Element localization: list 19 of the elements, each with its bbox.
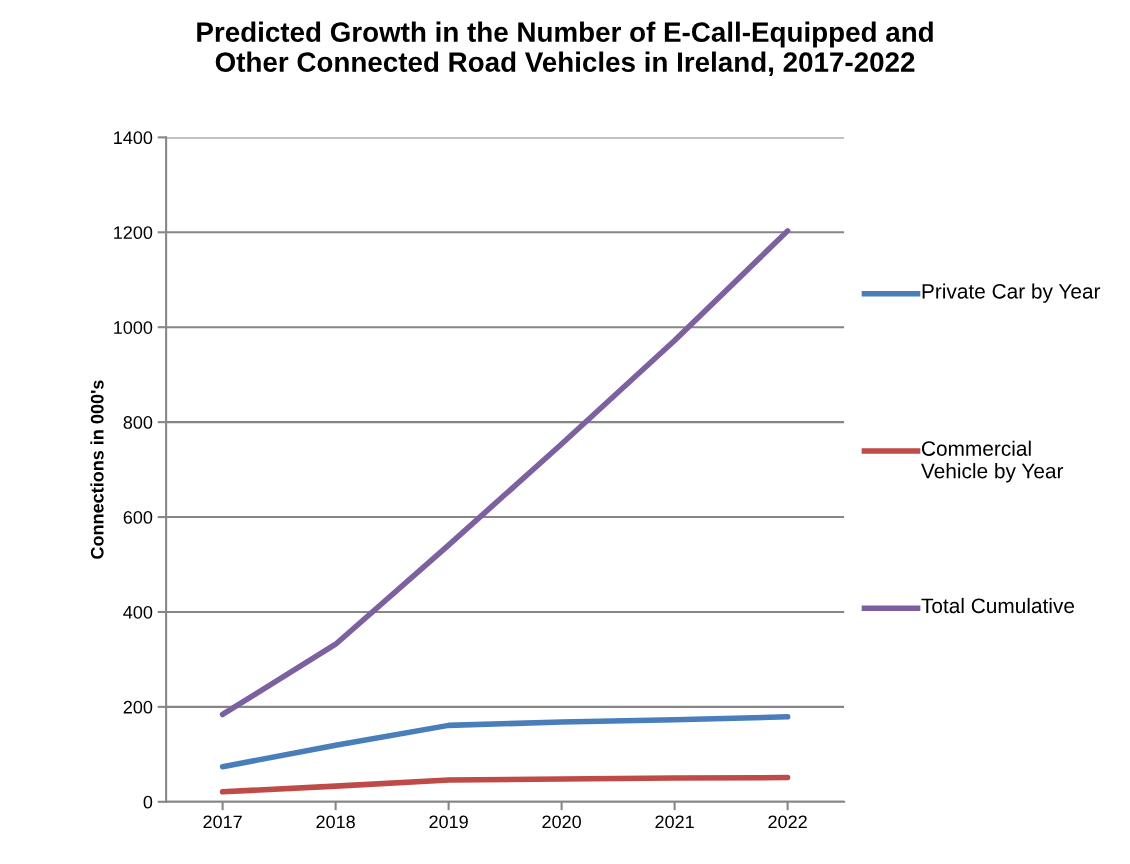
- y-tick-label: 0: [143, 795, 153, 809]
- y-tick-label: 400: [123, 605, 153, 619]
- x-tick-label: 2018: [316, 815, 355, 829]
- legend-label: Private Car by Year: [922, 283, 1101, 303]
- y-axis-title: Connections in 000's: [90, 380, 104, 559]
- x-tick-label: 2021: [655, 815, 694, 829]
- chart-title: Predicted Growth in the Number of E-Call-Equipped and Other Connected Road Vehicles in Ireland, 2017-2022: [197, 21, 933, 76]
- y-tick-label: 1000: [114, 321, 153, 334]
- x-tick-label: 2019: [429, 815, 468, 829]
- y-tick-label: 800: [123, 416, 153, 429]
- legend-label: Commercial Vehicle by Year: [921, 440, 1064, 483]
- y-tick-label: 1400: [114, 131, 153, 145]
- y-tick-label: 200: [123, 700, 153, 714]
- y-tick-label: 600: [123, 510, 153, 524]
- legend-label: Total Cumulative: [921, 597, 1075, 614]
- x-tick-label: 2020: [542, 815, 581, 829]
- x-tick-label: 2022: [768, 815, 807, 829]
- x-tick-label: 2017: [203, 815, 242, 829]
- y-tick-label: 1200: [114, 226, 153, 240]
